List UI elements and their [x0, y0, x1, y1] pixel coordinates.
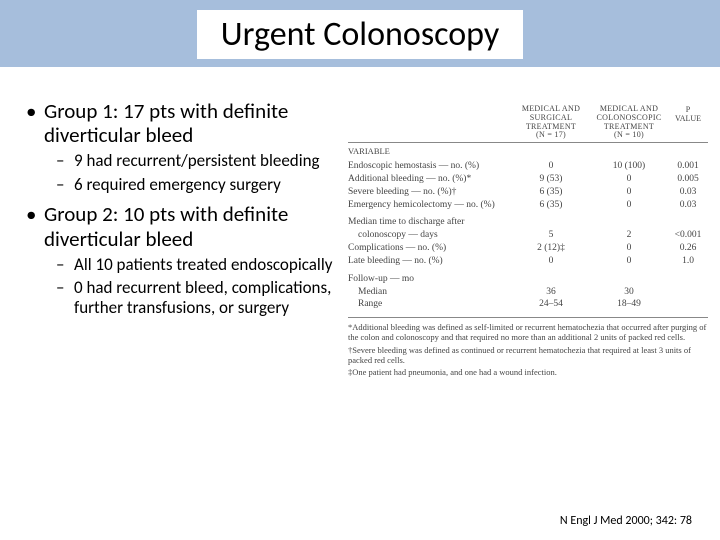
group1-sub-1: 9 had recurrent/persistent bleeding [44, 151, 340, 171]
group1-sub-2: 6 required emergency surgery [44, 175, 340, 195]
footnote-2: †Severe bleeding was defined as continue… [348, 345, 708, 365]
followup-median-row: Median 36 30 [348, 286, 708, 299]
group2-sublist: All 10 patients treated endoscopically 0… [44, 255, 340, 318]
followup-label-row: Follow-up — mo [348, 273, 708, 286]
pcol-header: P VALUE [668, 105, 708, 140]
footnote-3: ‡One patient had pneumonia, and one had … [348, 367, 708, 377]
table-row: Late bleeding — no. (%)001.0 [348, 255, 708, 268]
title-band: Urgent Colonoscopy [0, 0, 720, 67]
slide-title: Urgent Colonoscopy [197, 10, 523, 59]
followup-range-row: Range 24–54 18–49 [348, 298, 708, 311]
table-row: Complications — no. (%)2 (12)‡00.26 [348, 242, 708, 255]
group2-sub-1: All 10 patients treated endoscopically [44, 255, 340, 275]
col1-header: MEDICAL AND SURGICAL TREATMENT (N = 17) [512, 105, 590, 140]
left-column: Group 1: 17 pts with definite diverticul… [20, 99, 340, 377]
col2-header: MEDICAL AND COLONOSCOPIC TREATMENT (N = … [590, 105, 668, 140]
group2-sub-2: 0 had recurrent bleed, complications, fu… [44, 278, 340, 317]
variable-label: VARIABLE [348, 146, 708, 156]
right-column-table: MEDICAL AND SURGICAL TREATMENT (N = 17) … [348, 99, 708, 377]
content-area: Group 1: 17 pts with definite diverticul… [0, 67, 720, 377]
table-rule [348, 317, 708, 318]
table-row: Endoscopic hemostasis — no. (%)010 (100)… [348, 160, 708, 173]
median-row-label: Median time to discharge after [348, 216, 708, 229]
table-wrapper: MEDICAL AND SURGICAL TREATMENT (N = 17) … [348, 99, 708, 377]
main-bullet-list: Group 1: 17 pts with definite diverticul… [20, 99, 340, 317]
group1-heading: Group 1: 17 pts with definite diverticul… [20, 99, 340, 194]
group1-sublist: 9 had recurrent/persistent bleeding 6 re… [44, 151, 340, 194]
group2-heading-text: Group 2: 10 pts with definite diverticul… [44, 201, 288, 251]
table-rows-group1: Endoscopic hemostasis — no. (%)010 (100)… [348, 160, 708, 211]
table-rows-group2: Complications — no. (%)2 (12)‡00.26Late … [348, 242, 708, 268]
table-row: Emergency hemicolectomy — no. (%)6 (35)0… [348, 199, 708, 212]
table-row: Severe bleeding — no. (%)†6 (35)00.03 [348, 186, 708, 199]
median-row-values: colonoscopy — days 5 2 <0.001 [348, 229, 708, 242]
variable-label-row: VARIABLE [348, 146, 708, 156]
table-row: Additional bleeding — no. (%)*9 (53)00.0… [348, 173, 708, 186]
citation: N Engl J Med 2000; 342: 78 [560, 514, 692, 528]
table-column-headers: MEDICAL AND SURGICAL TREATMENT (N = 17) … [348, 105, 708, 143]
group1-heading-text: Group 1: 17 pts with definite diverticul… [44, 98, 288, 148]
footnote-1: *Additional bleeding was defined as self… [348, 322, 708, 342]
group2-heading: Group 2: 10 pts with definite diverticul… [20, 202, 340, 317]
